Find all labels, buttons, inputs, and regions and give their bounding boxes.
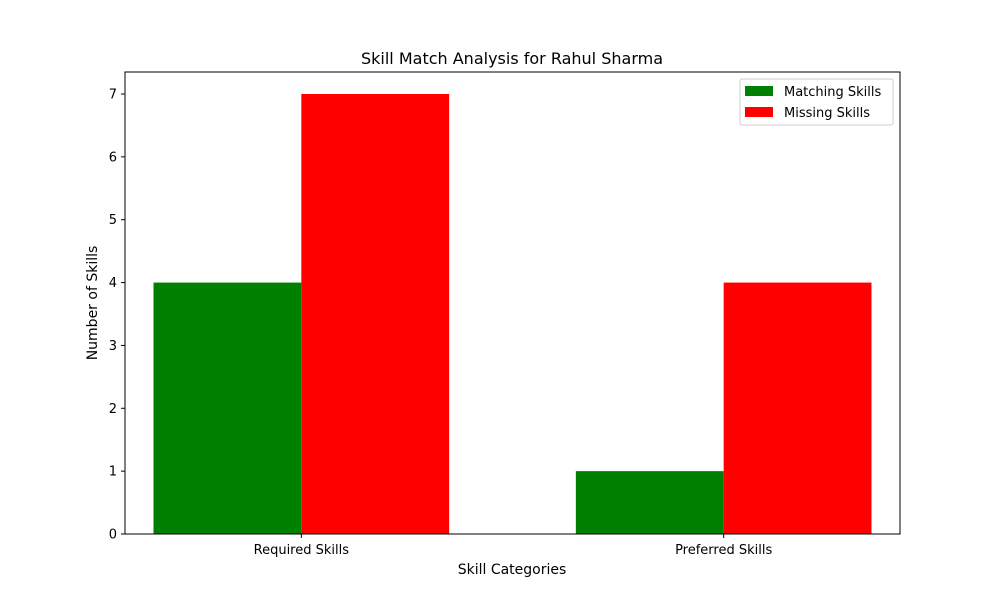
bar-missing-skills-1 bbox=[723, 282, 872, 534]
legend-label: Matching Skills bbox=[784, 85, 882, 100]
legend-swatch-missing-skills bbox=[745, 107, 773, 117]
bar-matching-skills-0 bbox=[153, 282, 302, 534]
x-tick-label: Preferred Skills bbox=[675, 543, 772, 558]
y-axis-title: Number of Skills bbox=[85, 246, 101, 361]
y-axis: 0 1 2 3 4 5 6 7 bbox=[109, 88, 125, 543]
x-axis-title: Skill Categories bbox=[458, 562, 567, 578]
y-tick-label: 6 bbox=[109, 150, 117, 165]
legend: Matching Skills Missing Skills bbox=[739, 78, 894, 126]
y-tick-label: 1 bbox=[109, 465, 117, 480]
plot-frame bbox=[124, 71, 901, 535]
y-tick-label: 4 bbox=[109, 276, 117, 291]
x-axis: Required Skills Preferred Skills bbox=[254, 534, 772, 558]
legend-box bbox=[739, 78, 894, 126]
y-tick-label: 2 bbox=[109, 402, 117, 417]
legend-swatch-matching-skills bbox=[745, 86, 773, 96]
y-tick-label: 5 bbox=[109, 213, 117, 228]
bar-missing-skills-0 bbox=[301, 94, 450, 534]
y-tick-label: 3 bbox=[109, 339, 117, 354]
bars-layer bbox=[153, 94, 872, 534]
y-tick-label: 7 bbox=[109, 88, 117, 103]
y-tick-label: 0 bbox=[109, 528, 117, 543]
x-tick-label: Required Skills bbox=[254, 543, 350, 558]
bar-matching-skills-1 bbox=[575, 471, 724, 534]
chart-title: Skill Match Analysis for Rahul Sharma bbox=[361, 49, 663, 68]
legend-label: Missing Skills bbox=[784, 106, 870, 121]
